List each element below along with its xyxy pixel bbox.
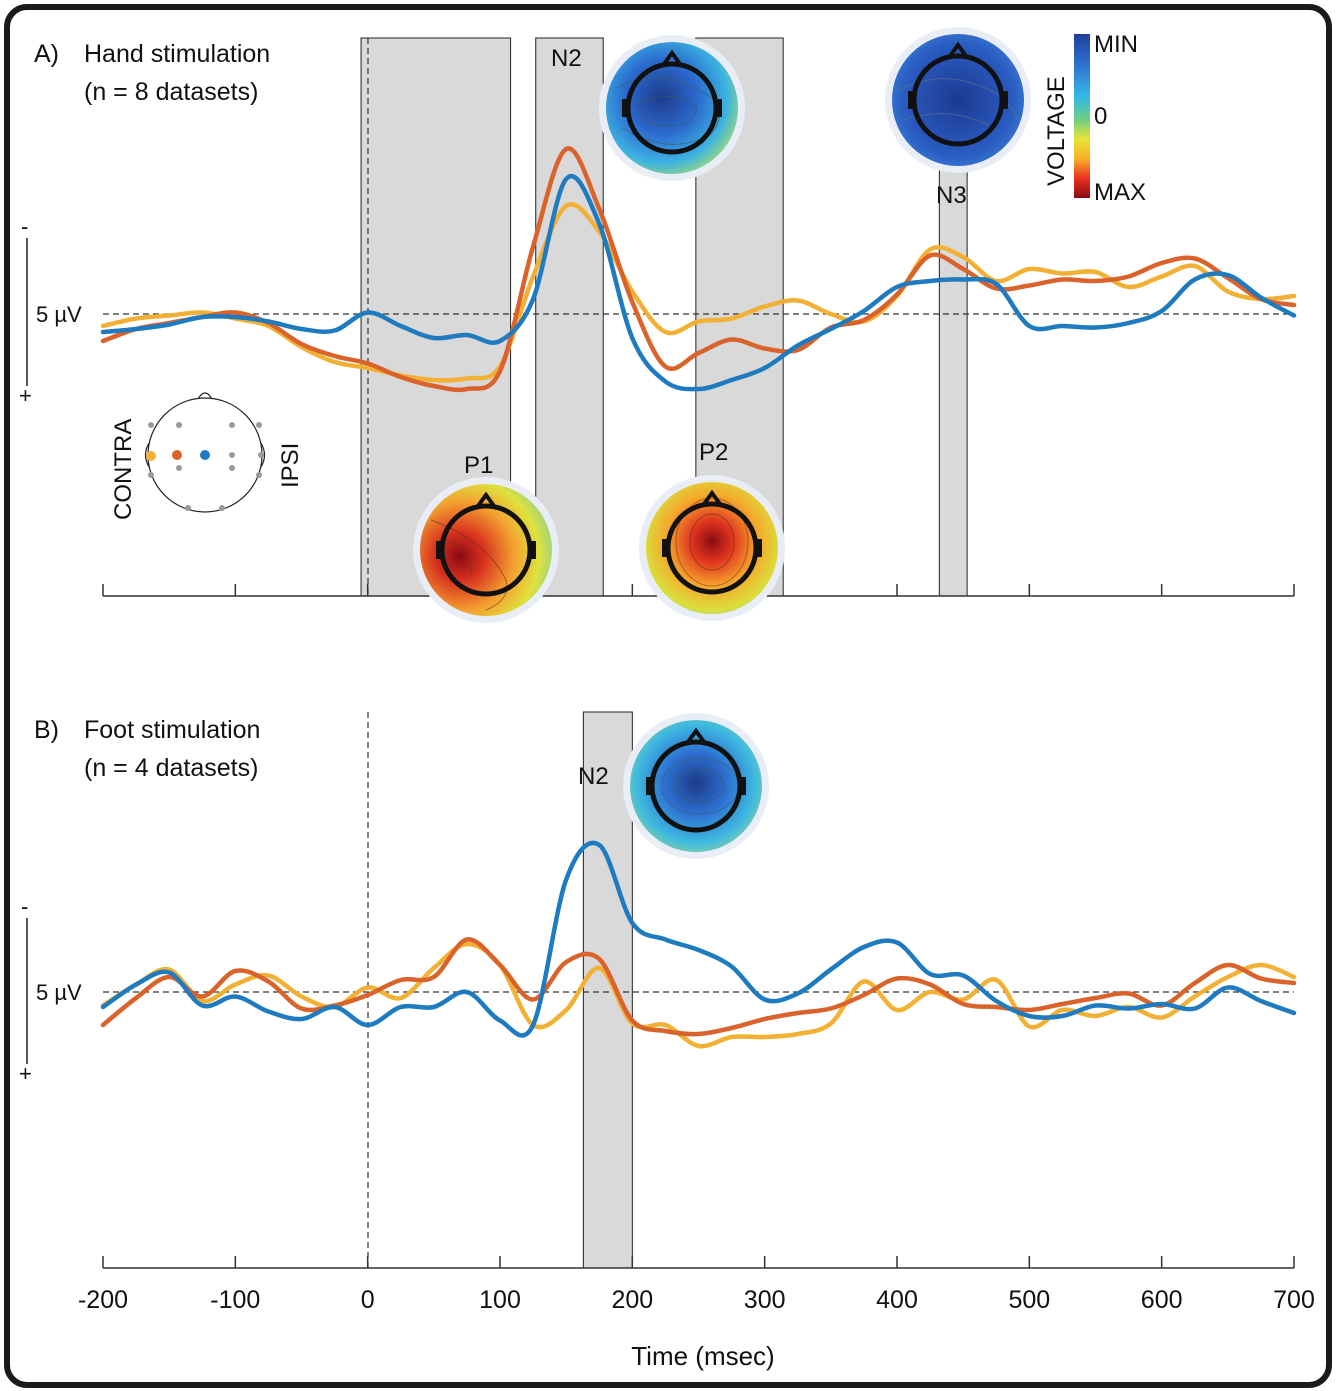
electrode-legend: CONTRA IPSI [110, 392, 304, 520]
figure-frame [4, 4, 1332, 1388]
waveform-contra [100, 941, 1297, 1049]
panel-a-label: A) [34, 40, 59, 68]
nose-icon [197, 392, 213, 400]
peak-label-n3: N3 [936, 182, 967, 209]
x-tick-label: 300 [744, 1286, 786, 1314]
panel-b-label: B) [34, 716, 59, 744]
left-ear-icon [144, 442, 150, 468]
waveform-contra [100, 202, 1297, 383]
time-axis-b: -200 -100 0 100 200 300 400 500 600 700 [78, 1256, 1315, 1314]
panel-a-title: Hand stimulation [84, 40, 270, 68]
scale-plus-b: + [19, 1061, 32, 1086]
electrode-dot [229, 465, 235, 471]
colorbar-title: VOLTAGE [1043, 76, 1070, 186]
electrode-dot [148, 422, 154, 428]
scale-minus-b: - [21, 894, 28, 919]
x-tick-label: -100 [210, 1286, 260, 1314]
electrode-dot [256, 472, 262, 478]
colorbar-zero-label: 0 [1094, 103, 1107, 130]
electrode-mid-dot [172, 450, 182, 460]
x-tick-label: 400 [876, 1286, 918, 1314]
topomap-p1-icon [413, 477, 559, 623]
voltage-colorbar [1074, 34, 1090, 198]
peak-label-p1: P1 [464, 452, 493, 479]
x-tick-label: -200 [78, 1286, 128, 1314]
panel-b-foot-stimulation: -200 -100 0 100 200 300 400 500 600 700 B) Foot s… [19, 711, 1315, 1371]
waveform-mid [100, 937, 1297, 1037]
time-window-shading [582, 711, 633, 1269]
waveform-mid [100, 146, 1297, 393]
x-tick-label: 500 [1008, 1286, 1050, 1314]
x-axis-title: Time (msec) [631, 1341, 774, 1371]
topomap-n3-icon [885, 27, 1031, 173]
electrode-dot [219, 505, 225, 511]
scale-plus-a: + [19, 383, 32, 408]
electrode-ipsi-dot [200, 450, 210, 460]
peak-label-n2-hand: N2 [551, 45, 582, 72]
panel-b-subtitle: (n = 4 datasets) [84, 754, 258, 782]
ipsi-label: IPSI [277, 443, 304, 488]
right-ear-icon [260, 442, 266, 468]
waveform-ipsi [100, 840, 1297, 1038]
panel-a-hand-stimulation: A) Hand stimulation (n = 8 datasets) - +… [19, 27, 1297, 623]
scale-minus-a: - [21, 214, 28, 239]
contra-label: CONTRA [110, 419, 137, 520]
time-window [582, 711, 633, 1269]
electrode-dot [176, 465, 182, 471]
scale-unit-a: 5 µV [36, 302, 82, 327]
topomap-p2-icon [639, 475, 785, 621]
electrode-dot [258, 452, 264, 458]
electrode-dot [229, 452, 235, 458]
topomap-n2-hand-icon [599, 35, 745, 181]
colorbar-max-label: MAX [1094, 179, 1146, 206]
x-tick-label: 100 [479, 1286, 521, 1314]
colorbar-min-label: MIN [1094, 31, 1138, 58]
x-tick-label: 600 [1141, 1286, 1183, 1314]
topomap-n2-foot-icon [623, 713, 769, 859]
waveform-series-a [100, 146, 1297, 393]
panel-b-title: Foot stimulation [84, 716, 260, 744]
electrode-dot [176, 422, 182, 428]
electrode-dot [256, 422, 262, 428]
waveform-ipsi [100, 174, 1297, 392]
x-tick-label: 700 [1273, 1286, 1315, 1314]
electrode-dot [185, 505, 191, 511]
peak-label-p2: P2 [699, 439, 728, 466]
peak-label-n2-foot: N2 [578, 763, 609, 790]
time-window [535, 37, 604, 597]
x-tick-label: 200 [611, 1286, 653, 1314]
scale-unit-b: 5 µV [36, 980, 82, 1005]
panel-a-subtitle: (n = 8 datasets) [84, 78, 258, 106]
electrode-contra-dot [146, 451, 156, 461]
waveform-series-b [100, 840, 1297, 1049]
x-tick-label: 0 [361, 1286, 375, 1314]
electrode-dot [229, 422, 235, 428]
electrode-dot [148, 472, 154, 478]
